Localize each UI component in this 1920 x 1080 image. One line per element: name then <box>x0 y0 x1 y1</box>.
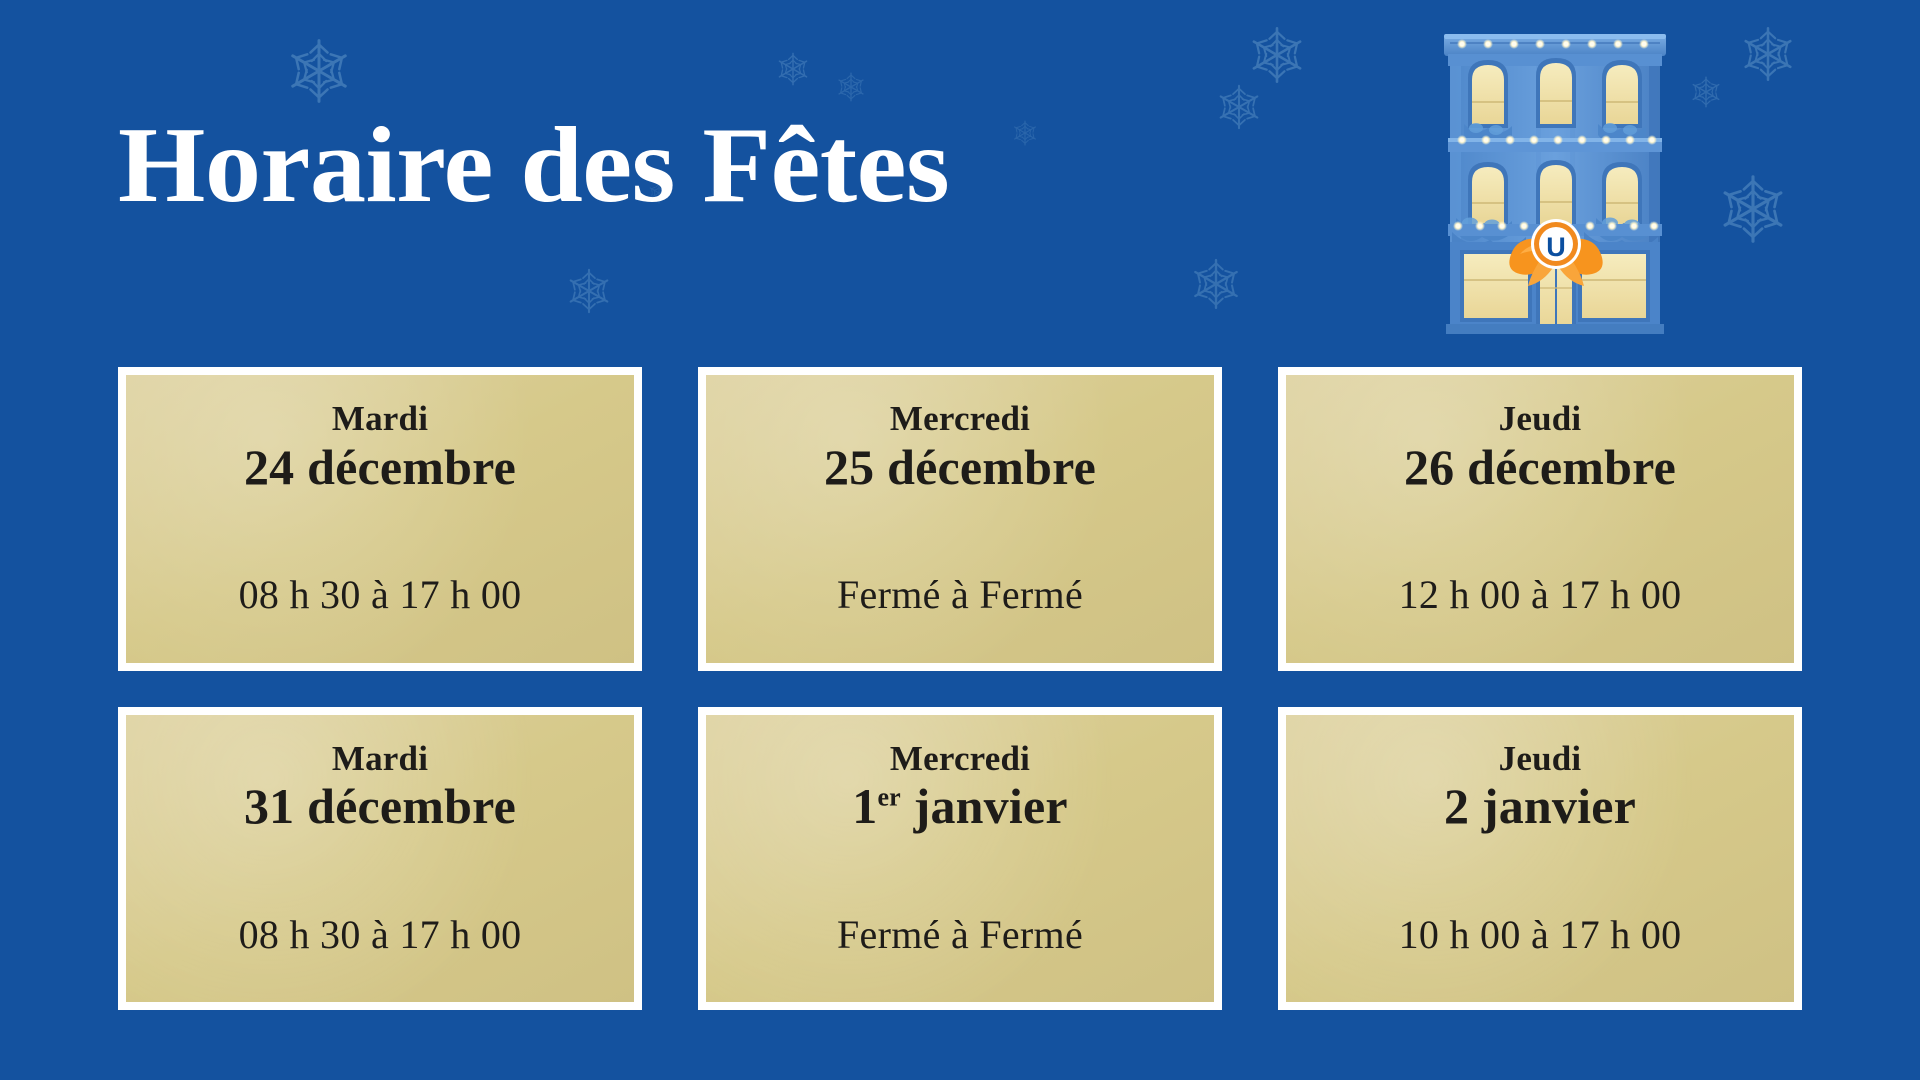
snowflake-icon <box>1248 26 1306 84</box>
schedule-card-hours: 10 h 00 à 17 h 00 <box>1398 911 1682 957</box>
schedule-card-day: Mardi <box>331 738 429 778</box>
schedule-card-date: 24 décembre <box>243 438 517 495</box>
schedule-card-date: 26 décembre <box>1403 438 1677 495</box>
snowflake-icon <box>1690 76 1722 108</box>
schedule-card: Mardi 31 décembre 08 h 30 à 17 h 00 <box>118 706 642 1010</box>
svg-text:U: U <box>1546 232 1566 262</box>
schedule-card-grid: Mardi 24 décembre 08 h 30 à 17 h 00 Mercred… <box>118 367 1802 1010</box>
schedule-card-inner: Mercredi 1er janvier Fermé à Fermé <box>706 714 1214 1002</box>
schedule-card-date: 1er janvier <box>852 778 1068 835</box>
schedule-card-date: 2 janvier <box>1443 778 1637 835</box>
snowflake-icon <box>286 38 352 104</box>
schedule-card-day: Jeudi <box>1498 399 1582 438</box>
page-title: Horaire des Fêtes <box>118 106 950 225</box>
schedule-card-date-suffix: er <box>877 782 901 812</box>
schedule-card-inner: Mardi 31 décembre 08 h 30 à 17 h 00 <box>126 714 634 1002</box>
schedule-card-inner: Mardi 24 décembre 08 h 30 à 17 h 00 <box>126 375 634 663</box>
schedule-card-date: 31 décembre <box>243 778 517 835</box>
u-logo-medallion: U <box>1509 219 1603 286</box>
snowflake-icon <box>1740 26 1796 82</box>
schedule-card: Mercredi 1er janvier Fermé à Fermé <box>698 706 1222 1010</box>
schedule-card-inner: Jeudi 2 janvier 10 h 00 à 17 h 00 <box>1286 714 1794 1002</box>
schedule-card: Mardi 24 décembre 08 h 30 à 17 h 00 <box>118 367 642 671</box>
schedule-card-day: Mardi <box>331 399 429 438</box>
snowflake-icon <box>1718 174 1788 244</box>
snowflake-icon <box>776 52 810 86</box>
schedule-card-hours: 12 h 00 à 17 h 00 <box>1398 572 1682 617</box>
schedule-card-inner: Jeudi 26 décembre 12 h 00 à 17 h 00 <box>1286 375 1794 663</box>
store-building-illustration: U <box>1424 18 1686 338</box>
schedule-card-date: 25 décembre <box>823 438 1097 495</box>
snowflake-icon <box>836 72 866 102</box>
schedule-card: Jeudi 2 janvier 10 h 00 à 17 h 00 <box>1278 706 1802 1010</box>
schedule-card-hours: Fermé à Fermé <box>836 911 1084 957</box>
schedule-card-day: Mercredi <box>889 399 1031 438</box>
snowflake-icon <box>1012 120 1038 146</box>
schedule-card: Mercredi 25 décembre Fermé à Fermé <box>698 367 1222 671</box>
schedule-card-day: Jeudi <box>1498 738 1582 778</box>
schedule-card-hours: 08 h 30 à 17 h 00 <box>238 572 522 617</box>
schedule-card-hours: 08 h 30 à 17 h 00 <box>238 911 522 957</box>
schedule-card: Jeudi 26 décembre 12 h 00 à 17 h 00 <box>1278 367 1802 671</box>
snowflake-icon <box>1216 84 1262 130</box>
snowflake-icon <box>1190 258 1242 310</box>
schedule-card-day: Mercredi <box>889 738 1031 778</box>
schedule-card-inner: Mercredi 25 décembre Fermé à Fermé <box>706 375 1214 663</box>
schedule-card-hours: Fermé à Fermé <box>836 572 1084 617</box>
snowflake-icon <box>566 268 612 314</box>
